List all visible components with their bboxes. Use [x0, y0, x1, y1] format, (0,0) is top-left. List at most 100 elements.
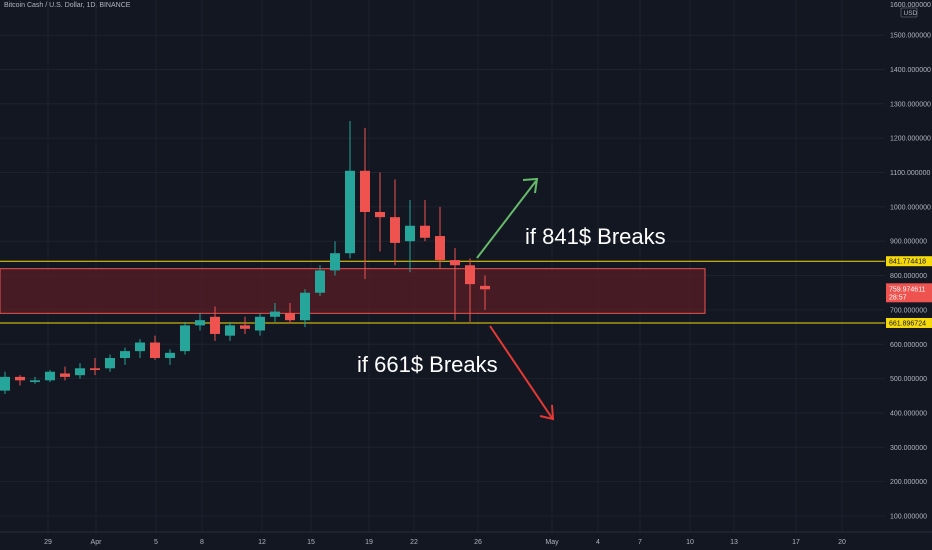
price-tick-label: 400.000000 [890, 410, 927, 417]
price-zone [0, 268, 706, 314]
annotation-up-text[interactable]: if 841$ Breaks [525, 224, 666, 249]
candle[interactable] [345, 120, 355, 259]
candle-body[interactable] [195, 320, 205, 326]
candle[interactable] [435, 206, 445, 269]
candle[interactable] [225, 321, 235, 341]
candle[interactable] [465, 258, 475, 322]
price-tick-label: 100.000000 [890, 514, 927, 521]
candle-body[interactable] [285, 313, 295, 321]
arrow-up-head [522, 177, 539, 194]
candle-body[interactable] [300, 292, 310, 321]
price-tick-label: 800.000000 [890, 273, 927, 280]
candle-body[interactable] [105, 357, 115, 369]
candle-body[interactable] [315, 270, 325, 293]
candle[interactable] [120, 347, 130, 365]
candle[interactable] [285, 303, 295, 324]
annotation-down-text[interactable]: if 661$ Breaks [357, 352, 498, 377]
time-tick-label: 5 [154, 539, 158, 546]
price-tick-label: 700.000000 [890, 307, 927, 314]
candle-body[interactable] [480, 285, 490, 290]
candle-body[interactable] [465, 265, 475, 285]
candle-body[interactable] [330, 253, 340, 271]
candle-body[interactable] [390, 217, 400, 243]
candle-body[interactable] [30, 380, 40, 383]
price-tick-label: 1200.000000 [890, 136, 931, 143]
candles [0, 120, 490, 395]
candle-body[interactable] [165, 352, 175, 358]
price-tick-label: 1300.000000 [890, 101, 931, 108]
time-tick-label: 10 [686, 539, 694, 546]
current-price-badge[interactable] [886, 283, 932, 303]
candle-body[interactable] [405, 225, 415, 242]
candle-body[interactable] [150, 342, 160, 358]
candle[interactable] [90, 357, 100, 376]
candle-body[interactable] [240, 325, 250, 329]
candle-body[interactable] [375, 212, 385, 218]
time-tick-label: 4 [596, 539, 600, 546]
candle-body[interactable] [90, 368, 100, 371]
currency-box[interactable] [900, 7, 918, 18]
price-tick-label: 1000.000000 [890, 204, 931, 211]
candle[interactable] [195, 313, 205, 331]
candle-body[interactable] [45, 371, 55, 381]
candle[interactable] [45, 370, 55, 383]
candle[interactable] [105, 354, 115, 372]
candle[interactable] [390, 179, 400, 266]
candle[interactable] [15, 375, 25, 386]
candle-body[interactable] [270, 311, 280, 317]
candle[interactable] [360, 127, 370, 279]
candle[interactable] [165, 349, 175, 365]
candle-body[interactable] [210, 316, 220, 334]
candle-body[interactable] [345, 170, 355, 254]
lower-level-badge[interactable] [886, 317, 932, 328]
candle[interactable] [150, 335, 160, 360]
candle[interactable] [180, 321, 190, 355]
arrow-down[interactable] [489, 325, 553, 419]
price-tick-label: 1500.000000 [890, 33, 931, 40]
upper-level-badge[interactable] [886, 256, 932, 267]
price-tick-label: 200.000000 [890, 479, 927, 486]
candle[interactable] [420, 199, 430, 242]
candle-body[interactable] [135, 342, 145, 352]
candle-body[interactable] [0, 376, 10, 391]
candle[interactable] [315, 265, 325, 297]
candle-body[interactable] [120, 351, 130, 358]
candle[interactable] [210, 306, 220, 341]
candle[interactable] [330, 241, 340, 276]
candle-body[interactable] [255, 316, 265, 331]
price-tick-label: 300.000000 [890, 445, 927, 452]
candle[interactable] [375, 172, 385, 252]
candle[interactable] [30, 376, 40, 384]
arrow-up[interactable] [476, 180, 537, 259]
candle[interactable] [0, 371, 10, 395]
time-tick-label: May [545, 539, 559, 546]
candle[interactable] [480, 275, 490, 310]
candle-body[interactable] [60, 373, 70, 377]
price-tick-label: 1400.000000 [890, 67, 931, 74]
grid-lines [0, 0, 885, 532]
time-axis-panel[interactable] [0, 532, 932, 550]
candle[interactable] [135, 339, 145, 358]
candle-body[interactable] [435, 236, 445, 261]
currency-label: USD [904, 10, 918, 17]
candle-body[interactable] [15, 376, 25, 381]
chart-title: Bitcoin Cash / U.S. Dollar, 1D, BINANCE [4, 2, 131, 9]
current-price-label: 759.974611 [889, 286, 926, 293]
candle-body[interactable] [75, 368, 85, 376]
time-tick-label: 17 [792, 539, 800, 546]
candle-body[interactable] [450, 260, 460, 266]
candle[interactable] [300, 289, 310, 328]
candle[interactable] [60, 366, 70, 381]
candle[interactable] [75, 363, 85, 379]
candle-body[interactable] [360, 170, 370, 213]
candle[interactable] [240, 316, 250, 334]
candle[interactable] [255, 313, 265, 336]
time-axis: 29 Apr 5 8 12 15 19 22 26 May 4 7 10 13 17 20 [0, 531, 932, 550]
candle[interactable] [450, 248, 460, 321]
candle-body[interactable] [225, 325, 235, 336]
candle-body[interactable] [420, 225, 430, 238]
candle[interactable] [270, 303, 280, 322]
candle-body[interactable] [180, 325, 190, 352]
candle[interactable] [405, 199, 415, 273]
